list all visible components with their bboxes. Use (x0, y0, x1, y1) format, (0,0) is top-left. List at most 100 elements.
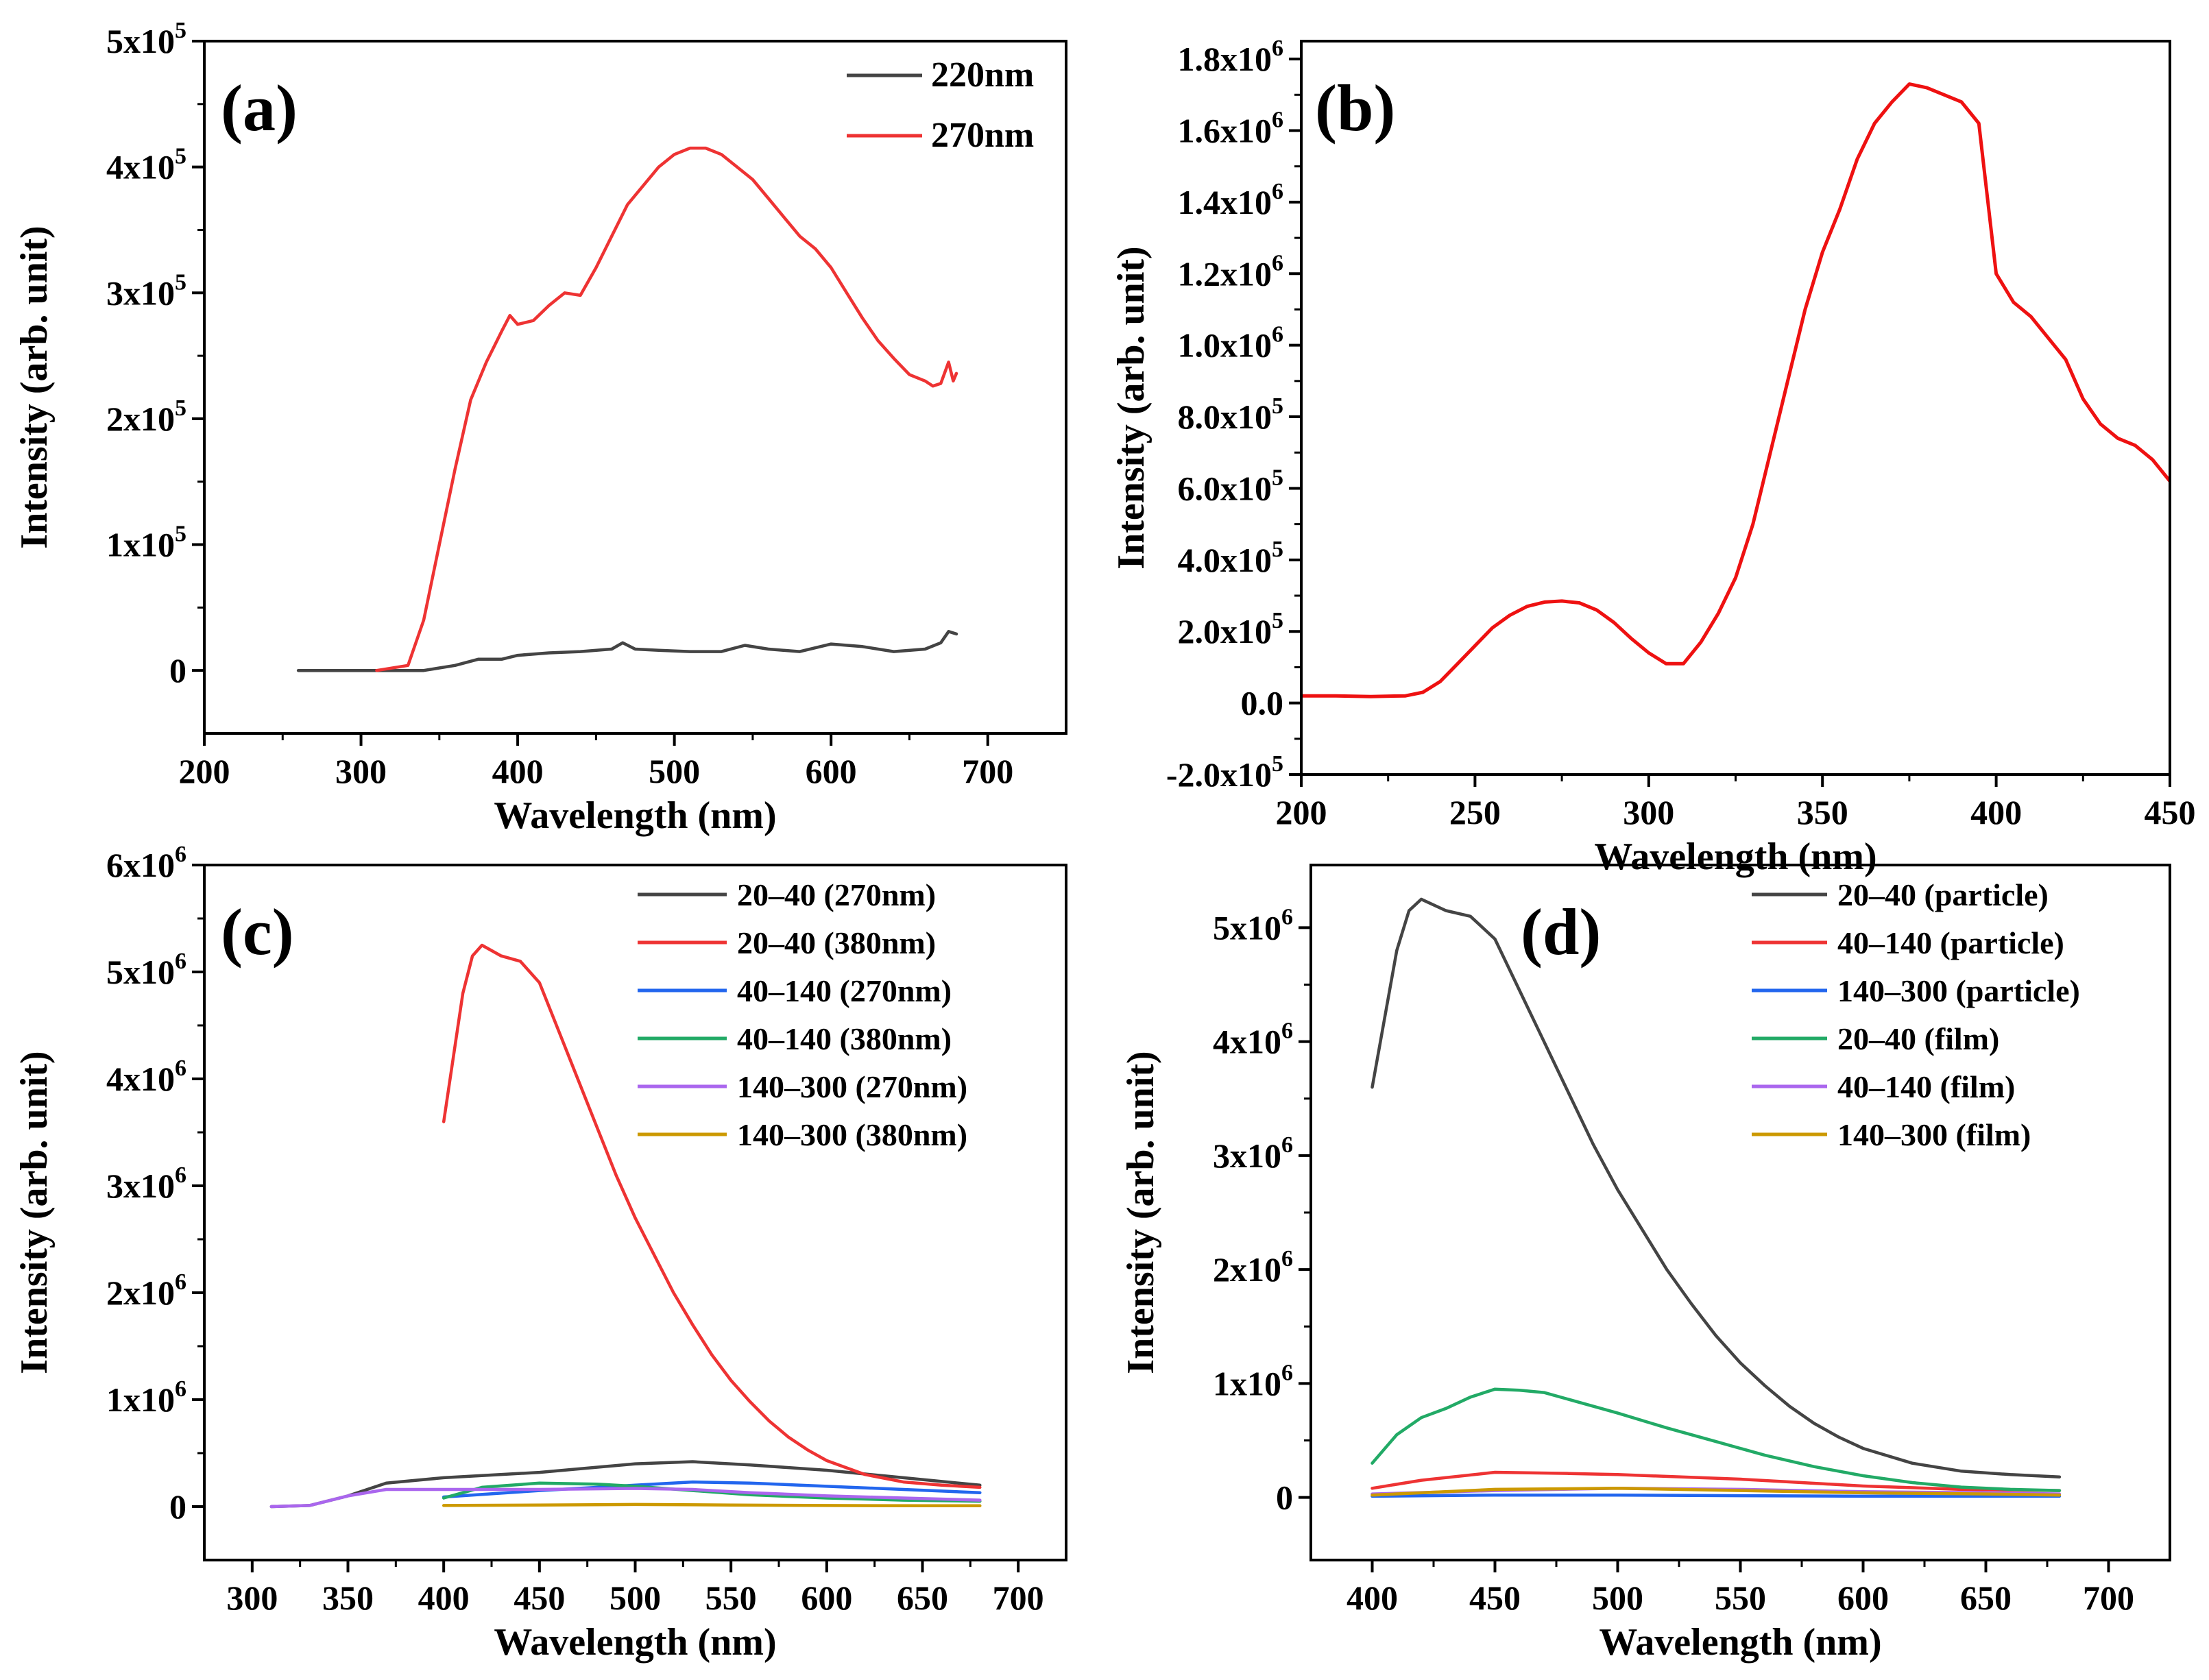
x-tick-label: 350 (322, 1579, 374, 1617)
legend: 20–40 (particle) 40–140 (particle) 140–300… (1752, 877, 2080, 1152)
x-tick-label: 200 (179, 752, 230, 790)
y-tick-base: 1.4x10 (1178, 183, 1272, 221)
axes-frame (203, 864, 1067, 1561)
series-line-a-0 (296, 630, 958, 672)
y-tick-exponent: 5 (1272, 751, 1283, 777)
y-tick-base: 4x10 (106, 148, 175, 186)
y-tick-label: 5x106 (106, 949, 186, 991)
x-tick-label: 700 (993, 1579, 1044, 1617)
y-tick-base: 1x10 (106, 526, 175, 564)
legend-label: 20–40 (270nm) (737, 877, 936, 912)
y-tick-base: 8.0x10 (1178, 398, 1272, 436)
y-tick-label: 1.2x106 (1178, 250, 1284, 293)
x-tick-label: 400 (1347, 1579, 1398, 1617)
y-tick-label: 4.0x105 (1178, 537, 1284, 579)
y-tick-label: 6x106 (106, 842, 186, 884)
x-tick-label: 300 (226, 1579, 278, 1617)
y-tick-label: 0.0 (1241, 684, 1284, 722)
y-tick-base: 3x10 (106, 273, 175, 312)
panel-a: 200 300 400 500 600 70001x1052x1053x1054x1055… (13, 18, 1067, 837)
y-tick-exponent: 6 (1272, 250, 1283, 276)
axes-frame (1300, 40, 2171, 776)
series-line-d-3 (1371, 1387, 2062, 1492)
y-tick-base: 3x10 (106, 1167, 175, 1205)
legend-label: 40–140 (380nm) (737, 1021, 952, 1056)
y-tick-label: 1x106 (1213, 1360, 1293, 1402)
x-tick-label: 400 (418, 1579, 470, 1617)
x-axis-title: Wavelength (nm) (1594, 836, 1876, 878)
y-axis-title: Intensity (arb. unit) (1120, 1051, 1162, 1374)
x-tick-label: 300 (1623, 793, 1674, 831)
y-tick-label: 1.6x106 (1178, 107, 1284, 149)
y-tick-base: 5x10 (1213, 908, 1281, 947)
panel-label: (b) (1315, 71, 1395, 145)
x-tick-label: 200 (1276, 793, 1327, 831)
y-tick-exponent: 5 (175, 269, 186, 295)
y-tick-exponent: 6 (175, 842, 186, 867)
legend-label: 40–140 (270nm) (737, 973, 952, 1008)
legend-label: 220nm (931, 56, 1034, 95)
y-tick-base: 3x10 (1213, 1136, 1281, 1175)
legend-label: 140–300 (270nm) (737, 1069, 967, 1104)
x-tick-label: 450 (2145, 793, 2196, 831)
y-tick-base: 1x10 (1213, 1364, 1281, 1402)
y-tick-label: 1.0x106 (1178, 322, 1284, 365)
series-group (1371, 897, 2062, 1498)
legend: 20–40 (270nm) 20–40 (380nm) 40–140 (270nm)… (638, 877, 967, 1152)
x-tick-label: 450 (1469, 1579, 1521, 1617)
y-tick-exponent: 5 (1272, 393, 1283, 419)
y-tick-label: 4x106 (1213, 1019, 1293, 1061)
x-tick-label: 250 (1449, 793, 1501, 831)
y-tick-label: 2.0x105 (1178, 608, 1284, 650)
y-tick-base: 0 (169, 1487, 186, 1526)
y-tick-label: 8.0x105 (1178, 393, 1284, 436)
y-tick-label: 5x106 (1213, 904, 1293, 947)
x-tick-label: 600 (801, 1579, 852, 1617)
y-tick-exponent: 6 (1281, 1246, 1293, 1271)
x-tick-label: 650 (897, 1579, 948, 1617)
y-tick-base: 6x10 (106, 846, 175, 884)
y-tick-label: 0 (169, 1487, 186, 1526)
y-tick-exponent: 5 (1272, 537, 1283, 562)
y-tick-label: 0 (169, 651, 186, 690)
series-line-b-0 (1301, 82, 2170, 698)
y-tick-base: 1.6x10 (1178, 111, 1272, 149)
y-tick-exponent: 6 (175, 1162, 186, 1188)
y-tick-exponent: 6 (175, 1269, 186, 1295)
y-tick-label: 4x105 (106, 144, 186, 186)
series-line-c-4 (269, 1487, 982, 1509)
legend-label: 270nm (931, 116, 1034, 155)
panel-c: 300 350 400 450 500 550 600 650 70001x1062x1063x… (13, 842, 1067, 1664)
series-line-d-2 (1371, 1493, 2062, 1498)
x-axis-title: Wavelength (nm) (494, 1621, 776, 1664)
legend-label: 140–300 (particle) (1837, 973, 2080, 1008)
x-tick-label: 500 (1592, 1579, 1643, 1617)
y-tick-base: 0 (1276, 1478, 1293, 1517)
y-tick-label: 3x106 (106, 1162, 186, 1205)
y-tick-exponent: 6 (1272, 322, 1283, 348)
y-tick-exponent: 6 (175, 949, 186, 974)
y-tick-base: 4x10 (106, 1060, 175, 1098)
y-tick-exponent: 5 (175, 18, 186, 43)
legend-label: 20–40 (film) (1837, 1021, 1999, 1056)
legend-label: 40–140 (film) (1837, 1069, 2015, 1104)
y-tick-label: 4x106 (106, 1056, 186, 1098)
axes-frame (203, 40, 1067, 735)
y-tick-base: 1.2x10 (1178, 254, 1272, 293)
axes-frame (1309, 864, 2171, 1561)
legend-label: 140–300 (380nm) (737, 1117, 967, 1152)
y-tick-label: -2.0x105 (1166, 751, 1283, 794)
panel-label: (c) (221, 895, 294, 969)
y-tick-base: 6.0x10 (1178, 469, 1272, 507)
series-group (1301, 82, 2170, 698)
y-tick-base: 1x10 (106, 1380, 175, 1419)
x-tick-label: 650 (1960, 1579, 2012, 1617)
y-tick-exponent: 6 (1281, 1019, 1293, 1044)
y-axis-title: Intensity (arb. unit) (13, 1051, 56, 1374)
series-line-c-5 (442, 1502, 982, 1508)
y-tick-label: 6.0x105 (1178, 465, 1284, 507)
y-tick-exponent: 5 (175, 522, 186, 547)
y-tick-exponent: 6 (1281, 904, 1293, 929)
legend-label: 40–140 (particle) (1837, 925, 2064, 960)
